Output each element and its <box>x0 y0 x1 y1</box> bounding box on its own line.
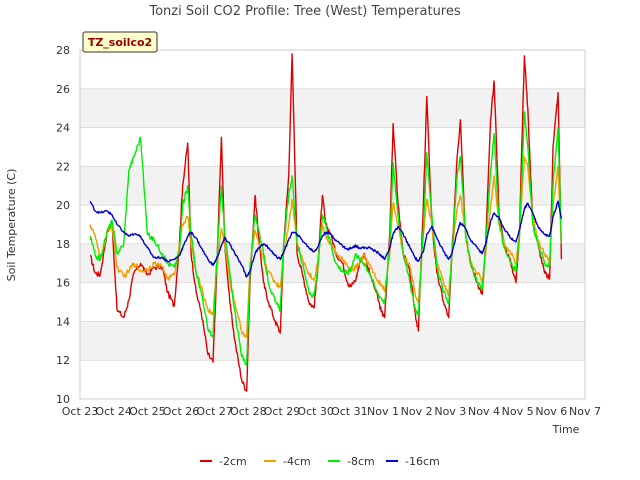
x-tick-label: Nov 5 <box>502 405 534 418</box>
y-tick-label: 14 <box>56 315 70 328</box>
y-tick-label: 22 <box>56 160 70 173</box>
series-line-8cmcm <box>89 111 563 366</box>
y-tick-label: 24 <box>56 122 70 135</box>
legend-label: -8cm <box>347 455 375 468</box>
grid-band <box>80 127 585 167</box>
grid-band <box>80 360 585 399</box>
x-tick-label: Nov 4 <box>468 405 500 418</box>
grid-band <box>80 88 585 128</box>
x-tick-label: Nov 6 <box>535 405 567 418</box>
y-tick-label: 28 <box>56 44 70 57</box>
gridlines <box>80 49 585 400</box>
chart-title: Tonzi Soil CO2 Profile: Tree (West) Temp… <box>148 4 461 19</box>
x-tick-label: Oct 23 <box>62 405 99 418</box>
y-tick-label: 16 <box>56 277 70 290</box>
grid-bands <box>80 50 585 399</box>
x-tick-label: Oct 26 <box>163 405 200 418</box>
x-tick-label: Oct 29 <box>264 405 301 418</box>
series-layer <box>89 53 563 392</box>
y-tick-label: 26 <box>56 83 70 96</box>
legend: -2cm -4cm -8cm -16cm <box>200 455 440 468</box>
badge: TZ_soilco2 <box>82 31 158 53</box>
legend-label: -16cm <box>405 455 440 468</box>
y-tick-label: 10 <box>56 393 70 406</box>
y-tick-label: 20 <box>56 199 70 212</box>
x-tick-label: Oct 27 <box>196 405 233 418</box>
legend-label: -2cm <box>219 455 247 468</box>
x-tick-label: Oct 31 <box>331 405 368 418</box>
y-tick-label: 12 <box>56 354 70 367</box>
series-line-16cmcm <box>89 200 563 278</box>
series-line-2cmcm <box>89 53 563 392</box>
y-tick-labels: 10 12 14 16 18 20 22 24 26 28 <box>56 44 70 406</box>
y-tick-label: 18 <box>56 238 70 251</box>
x-tick-label: Nov 2 <box>401 405 433 418</box>
grid-band <box>80 321 585 361</box>
x-tick-label: Oct 30 <box>297 405 334 418</box>
grid-band <box>80 166 585 206</box>
x-tick-label: Oct 28 <box>230 405 267 418</box>
badge-text: TZ_soilco2 <box>88 36 152 49</box>
x-tick-label: Nov 1 <box>367 405 399 418</box>
legend-label: -4cm <box>283 455 311 468</box>
x-tick-label: Oct 24 <box>95 405 132 418</box>
x-axis-label: Time <box>552 423 580 436</box>
badge-box <box>82 31 158 53</box>
x-tick-label: Nov 7 <box>569 405 601 418</box>
grid-band <box>80 50 585 89</box>
plot-frame <box>79 49 586 400</box>
y-axis-label: Soil Temperature (C) <box>5 169 18 282</box>
grid-band <box>80 282 585 322</box>
x-tick-label: Nov 3 <box>434 405 466 418</box>
x-tick-label: Oct 25 <box>129 405 166 418</box>
